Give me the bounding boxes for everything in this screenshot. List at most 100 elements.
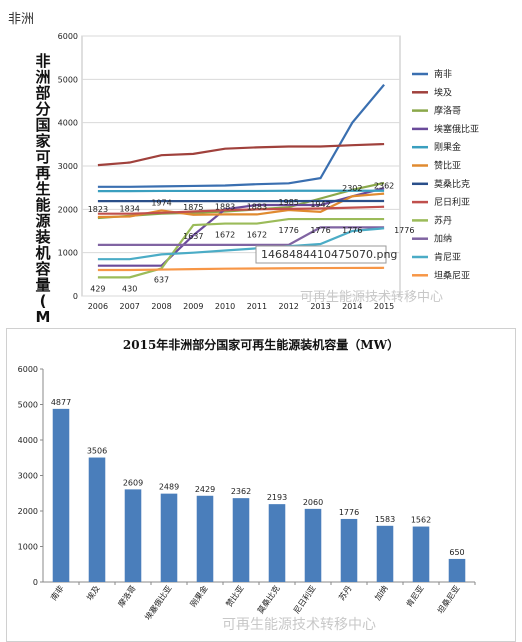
x-category-label: 坦桑尼亚 — [435, 583, 462, 615]
point-label: 1875 — [183, 203, 203, 212]
bar-chart: 2015年非洲部分国家可再生能源装机容量（MW） 0 1000 2000 3000 400… — [7, 329, 515, 641]
bar-value-label: 2060 — [303, 498, 323, 507]
legend-label: 南非 — [434, 68, 452, 80]
legend-label: 肯尼亚 — [434, 251, 461, 263]
point-label: 429 — [90, 284, 105, 293]
series-line — [98, 85, 384, 187]
bar — [377, 526, 394, 582]
y-tick-label: 5000 — [58, 75, 78, 84]
y-tick-label: 1000 — [58, 249, 78, 258]
bar-value-label: 2429 — [195, 485, 215, 494]
bar — [161, 494, 178, 582]
legend-label: 埃及 — [434, 86, 452, 98]
x-tick-label: 2012 — [279, 302, 299, 311]
y-tick-label: 4000 — [18, 436, 38, 445]
x-category-label: 埃及 — [84, 583, 101, 602]
bar — [413, 527, 430, 582]
point-label: 1776 — [342, 226, 362, 235]
bar-value-label: 2489 — [159, 483, 179, 492]
legend-label: 坦桑尼亚 — [434, 270, 470, 281]
line-chart-panel: 0 1000 2000 3000 4000 5000 6000 2006 2007 2008 200… — [30, 26, 520, 322]
x-category-label: 南非 — [48, 583, 65, 602]
bar — [233, 498, 250, 582]
x-category-label: 刚果金 — [188, 583, 210, 608]
y-tick-label: 3000 — [18, 472, 38, 481]
point-label: 1883 — [247, 202, 267, 211]
x-category-label: 摩洛哥 — [116, 583, 138, 608]
tooltip-text: 1468484410475070.png — [261, 248, 397, 261]
x-tick-label: 2011 — [247, 302, 267, 311]
point-label: 1672 — [247, 231, 267, 240]
x-tick-label: 2009 — [183, 302, 203, 311]
y-tick-label: 2000 — [18, 507, 38, 516]
y-tick-label: 0 — [33, 578, 38, 587]
series-line — [98, 268, 384, 270]
point-label: 1672 — [215, 231, 235, 240]
series-line — [98, 144, 384, 165]
bar-value-label: 4877 — [51, 398, 71, 407]
legend-label: 埃塞俄比亚 — [434, 123, 479, 135]
legend-label: 加纳 — [434, 233, 452, 245]
point-label: 1776 — [310, 226, 330, 235]
x-category-label: 埃塞俄比亚 — [143, 583, 174, 622]
point-label: 1883 — [215, 202, 235, 211]
y-tick-label: 5000 — [18, 401, 38, 410]
bar-value-label: 650 — [449, 548, 464, 557]
bar — [341, 519, 358, 582]
x-category-label: 苏丹 — [336, 583, 353, 602]
x-tick-label: 2007 — [120, 302, 140, 311]
x-category-label: 赞比亚 — [224, 583, 246, 608]
bar-value-label: 3506 — [87, 447, 107, 456]
line-chart: 0 1000 2000 3000 4000 5000 6000 2006 2007 2008 200… — [30, 26, 520, 322]
chart-title: 2015年非洲部分国家可再生能源装机容量（MW） — [123, 337, 399, 352]
x-tick-label: 2008 — [151, 302, 171, 311]
point-label: 1637 — [183, 232, 203, 241]
bar-chart-panel: 2015年非洲部分国家可再生能源装机容量（MW） 0 1000 2000 3000 400… — [6, 328, 516, 642]
bar — [197, 496, 214, 582]
legend-label: 刚果金 — [434, 141, 461, 153]
legend-label: 苏丹 — [434, 214, 452, 226]
x-category-label: 尼日利亚 — [291, 583, 318, 615]
y-axis-label-char: M — [36, 308, 51, 322]
y-tick-label: 0 — [73, 292, 78, 301]
bar — [53, 409, 70, 582]
point-label: 1974 — [151, 198, 171, 207]
point-label: 1985 — [279, 198, 299, 207]
watermark-text: 可再生能源技术转移中心 — [222, 617, 376, 633]
bar — [305, 509, 322, 582]
bar-value-label: 2609 — [123, 478, 143, 487]
tooltip: 1468484410475070.png — [256, 246, 397, 263]
x-category-label: 肯尼亚 — [404, 583, 426, 608]
legend-label: 赞比亚 — [434, 160, 461, 172]
y-tick-label: 3000 — [58, 162, 78, 171]
y-tick-label: 6000 — [18, 365, 38, 374]
bar — [269, 504, 286, 582]
legend-label: 莫桑比克 — [434, 178, 470, 190]
watermark-text: 可再生能源技术转移中心 — [300, 290, 443, 305]
bar-value-label: 2193 — [267, 493, 287, 502]
point-label: 1776 — [279, 226, 299, 235]
bar — [89, 458, 106, 582]
y-tick-label: 4000 — [58, 119, 78, 128]
x-category-label: 加纳 — [372, 583, 389, 602]
bar — [125, 489, 142, 582]
point-label: 2302 — [342, 184, 362, 193]
point-label: 2362 — [374, 182, 394, 191]
x-tick-label: 2010 — [215, 302, 235, 311]
region-label: 非洲 — [8, 8, 34, 27]
bar-value-label: 1776 — [339, 508, 359, 517]
point-label: 637 — [154, 275, 169, 284]
x-tick-label: 2006 — [88, 302, 108, 311]
y-tick-label: 2000 — [58, 205, 78, 214]
bar-value-label: 2362 — [231, 487, 251, 496]
x-category-label: 莫桑比克 — [255, 583, 282, 615]
bar — [449, 559, 466, 582]
legend-label: 尼日利亚 — [434, 196, 470, 208]
bar-value-label: 1562 — [411, 516, 431, 525]
y-tick-label: 6000 — [58, 32, 78, 41]
point-label: 1942 — [310, 200, 330, 209]
point-label: 430 — [122, 284, 137, 293]
legend-label: 摩洛哥 — [434, 105, 461, 117]
point-label: 1776 — [394, 226, 414, 235]
y-tick-label: 1000 — [18, 543, 38, 552]
